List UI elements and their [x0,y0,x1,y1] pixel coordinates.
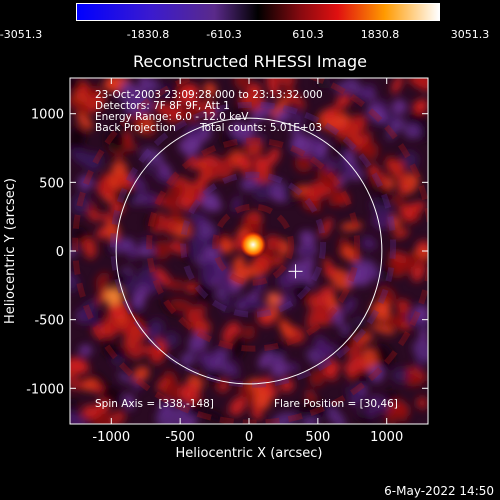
colorbar-tick-label: 1830.8 [360,28,400,41]
y-axis-tick-label: 1000 [31,108,64,123]
spin-axis-text: Spin Axis = [338,-148] [95,398,214,410]
x-axis-tick-label: -500 [165,430,195,445]
x-axis-tick-label: 1000 [370,430,403,445]
method-text: Back Projection [95,122,176,134]
colorbar-tick-label: -3051.3 [0,28,43,41]
x-axis-tick-label: 500 [305,430,330,445]
x-axis-label: Heliocentric X (arcsec) [176,446,323,461]
y-axis-tick-label: 0 [56,245,64,260]
image-texture [70,78,428,424]
y-axis-label: Heliocentric Y (arcsec) [3,178,18,324]
flare-source [240,231,267,258]
spin-axis-marker [288,264,303,279]
colorbar-tick-label: 610.3 [292,28,324,41]
y-axis-tick-label: -500 [34,314,64,329]
y-axis-tick-label: -1000 [26,382,64,397]
detectors-text: Detectors: 7F 8F 9F, Att 1 [95,100,230,112]
total-counts-text: Total counts: 5.01E+03 [199,122,322,134]
energy-range-text: Energy Range: 6.0 - 12.0 keV [95,111,249,123]
x-axis-ticks: -1000 -500 0 500 1000 [92,78,403,445]
colorbar-tick-label: -610.3 [206,28,242,41]
time-range-text: 23-Oct-2003 23:09:28.000 to 23:13:32.000 [95,89,323,101]
plot-title: Reconstructed RHESSI Image [133,52,367,71]
y-axis-tick-label: 500 [39,176,64,191]
flare-position-text: Flare Position = [30,46] [274,398,398,410]
colorbar [76,3,440,21]
timestamp: 6-May-2022 14:50 [384,484,494,498]
ring-pattern [72,78,428,424]
solar-limb-circle [115,117,383,385]
colorbar-tick-label: 3051.3 [450,28,490,41]
colorbar-tick-label: -1830.8 [126,28,170,41]
colorbar-gradient [76,3,440,21]
y-axis-ticks: 1000 500 0 -500 -1000 [26,108,428,397]
x-axis-tick-label: -1000 [92,430,130,445]
x-axis-tick-label: 0 [245,430,253,445]
